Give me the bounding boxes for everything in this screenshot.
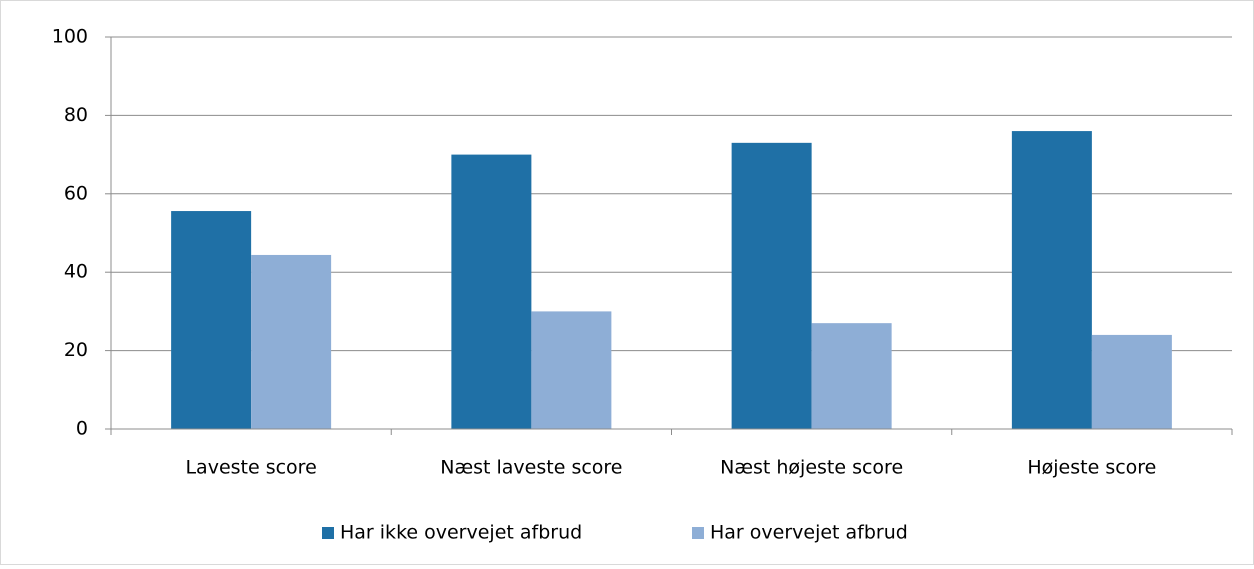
y-tick-label: 100 bbox=[52, 26, 88, 48]
y-tick-label: 60 bbox=[64, 182, 88, 204]
y-tick-label: 0 bbox=[76, 418, 88, 440]
bar bbox=[1091, 334, 1172, 429]
x-tick-label: Højeste score bbox=[1027, 457, 1156, 479]
bar bbox=[171, 211, 252, 429]
bar bbox=[731, 142, 812, 429]
bar bbox=[451, 154, 532, 429]
y-tick-label: 20 bbox=[64, 339, 88, 361]
bar bbox=[1011, 131, 1092, 429]
y-tick-label: 80 bbox=[64, 104, 88, 126]
bar bbox=[811, 323, 892, 429]
legend-swatch bbox=[692, 527, 704, 539]
x-tick-label: Laveste score bbox=[185, 457, 316, 479]
legend-label: Har overvejet afbrud bbox=[710, 522, 908, 544]
bar bbox=[531, 311, 612, 429]
y-tick-label: 40 bbox=[64, 261, 88, 283]
x-tick-label: Næst højeste score bbox=[720, 457, 903, 479]
legend-label: Har ikke overvejet afbrud bbox=[340, 522, 582, 544]
legend-swatch bbox=[322, 527, 334, 539]
x-tick-label: Næst laveste score bbox=[440, 457, 622, 479]
bar bbox=[251, 254, 332, 429]
